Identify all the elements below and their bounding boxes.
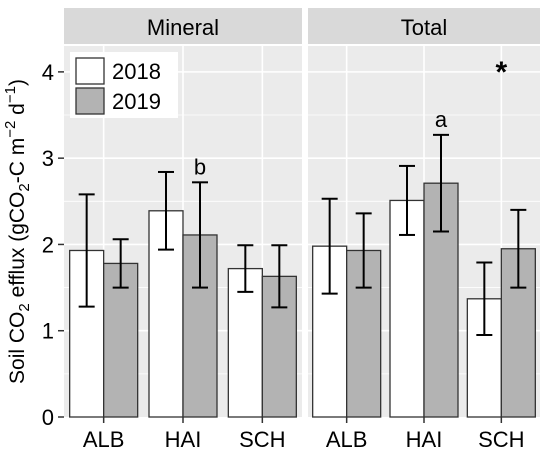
bar-alb-2019	[103, 262, 139, 418]
y-axis-title-part-2: efflux (gCO	[6, 192, 29, 304]
significance-label-0: b	[194, 154, 206, 179]
x-tick-label-sch: SCH	[478, 427, 524, 452]
significance-marker: *	[495, 56, 507, 89]
y-tick-label-2: 2	[42, 232, 54, 257]
x-tick-label-alb: ALB	[326, 427, 368, 452]
legend-label-2018: 2018	[112, 59, 161, 84]
y-axis-title-part-3: 2	[16, 183, 33, 191]
panel-total: Total a * ALB HAI SCH	[308, 8, 540, 452]
panel-strip	[308, 8, 540, 44]
y-axis-label: Soil CO2 efflux (gCO2-C m−2 d−1)	[2, 79, 33, 384]
panel-strip	[64, 8, 302, 44]
y-axis-title-part-1: 2	[16, 303, 33, 311]
panel-title: Mineral	[147, 15, 219, 40]
bar-sch-2018	[227, 267, 263, 418]
significance-label-0: a	[435, 107, 448, 132]
x-tick-label-hai: HAI	[165, 427, 202, 452]
y-tick-label-0: 0	[42, 405, 54, 430]
y-axis: 0 1 2 3 4	[42, 60, 64, 430]
panel-title: Total	[401, 15, 447, 40]
legend-key-2019	[75, 87, 105, 115]
bar-alb-2019	[346, 249, 382, 418]
y-axis-title-part-6: d	[6, 103, 29, 121]
x-tick-label-hai: HAI	[406, 427, 443, 452]
y-tick-label-4: 4	[42, 60, 54, 85]
y-tick-label-1: 1	[42, 319, 54, 344]
y-axis-title-part-5: −2	[2, 121, 19, 138]
y-axis-title-part-7: −1	[2, 86, 19, 103]
x-tick-label-alb: ALB	[83, 427, 125, 452]
legend-key-2018	[75, 57, 105, 85]
y-axis-title-part-0: Soil CO	[6, 312, 29, 384]
bar-hai-2018	[389, 199, 425, 418]
y-tick-label-3: 3	[42, 146, 54, 171]
legend: 2018 2019	[70, 52, 178, 118]
x-tick-label-sch: SCH	[239, 427, 285, 452]
y-axis-title-part-4: -C m	[6, 138, 29, 184]
y-axis-title: Soil CO2 efflux (gCO2-C m−2 d−1)	[2, 79, 33, 384]
y-axis-title-part-8: )	[6, 79, 29, 86]
legend-label-2019: 2019	[112, 89, 161, 114]
